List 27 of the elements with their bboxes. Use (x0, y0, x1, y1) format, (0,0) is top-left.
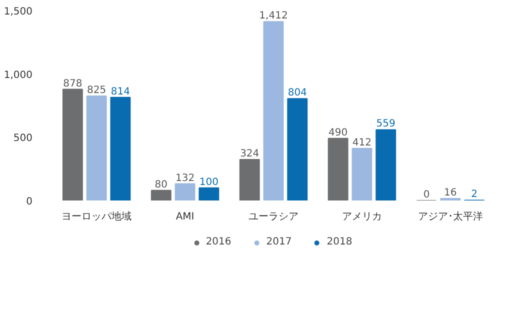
data-label: 132 (175, 172, 195, 184)
data-label: 878 (63, 78, 82, 90)
legend-label: 2017 (266, 236, 292, 248)
y-tick-label: 0 (26, 196, 33, 208)
data-label: 324 (240, 148, 260, 160)
data-label: 0 (423, 190, 430, 200)
data-label: 804 (288, 88, 307, 99)
x-tick-label: AMI (176, 212, 194, 222)
x-tick-label: ヨーロッパ地域 (62, 210, 132, 222)
x-tick-label: アメリカ (342, 212, 382, 222)
data-label: 559 (376, 118, 396, 130)
data-label: 2 (471, 189, 478, 200)
data-label: 100 (199, 176, 218, 188)
data-label: 412 (352, 137, 372, 148)
data-label: 490 (328, 127, 348, 138)
x-tick-label: ユーラシア (248, 212, 298, 222)
data-label: 814 (110, 86, 130, 98)
data-label: 1,412 (259, 10, 288, 22)
legend-label: 2016 (206, 236, 232, 248)
y-tick-label: 1,500 (4, 6, 33, 18)
x-tick-label: アジア･太平洋 (418, 210, 483, 222)
y-tick-label: 1,000 (4, 70, 33, 81)
data-label: 80 (154, 179, 168, 190)
legend-label: 2018 (326, 236, 352, 248)
data-label: 16 (444, 187, 457, 198)
data-label: 825 (87, 85, 106, 96)
y-tick-label: 500 (13, 133, 33, 144)
